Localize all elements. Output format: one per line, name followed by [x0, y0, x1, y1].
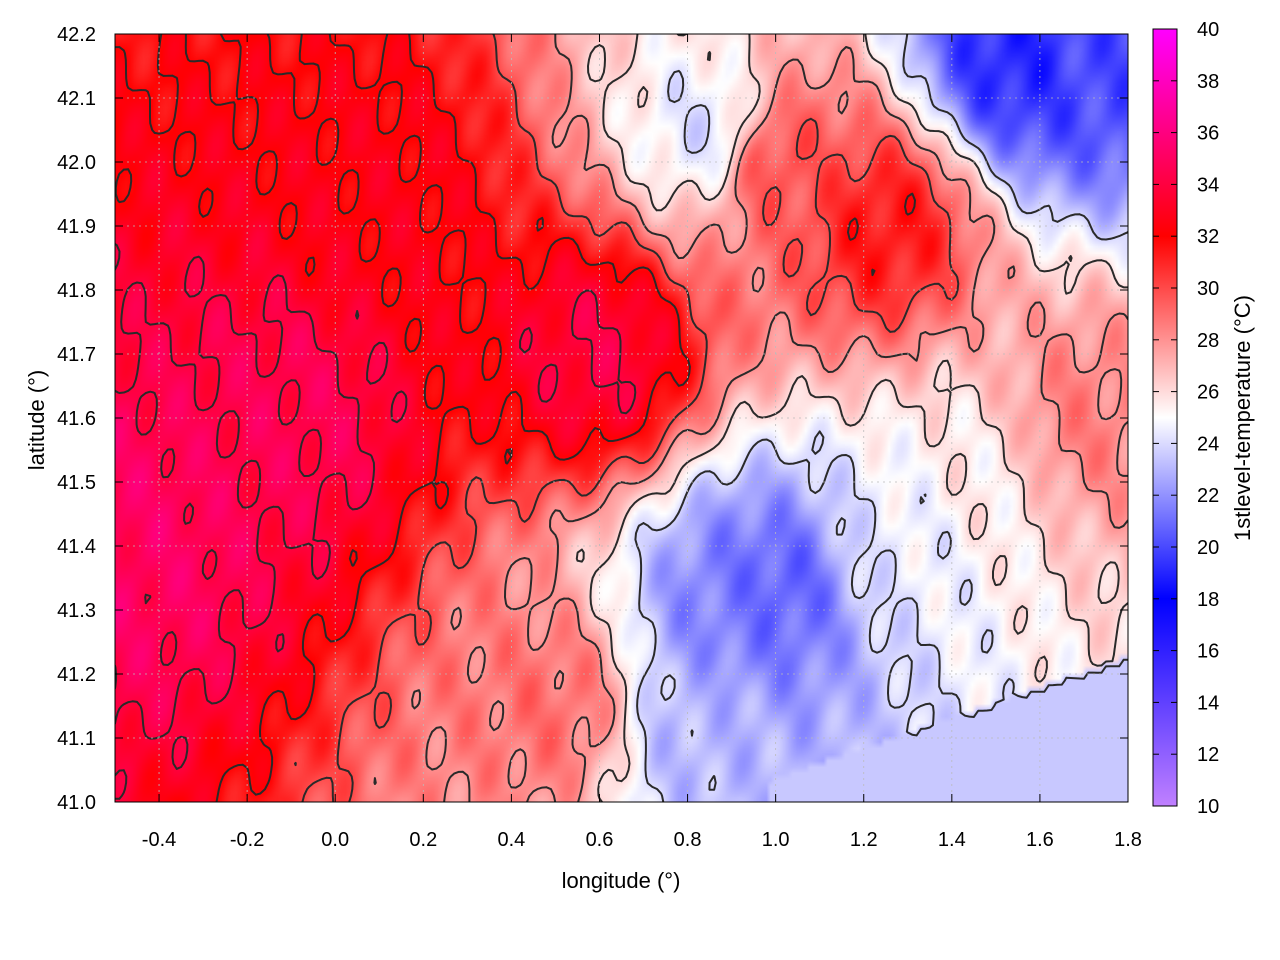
- contour-24: [634, 34, 1128, 802]
- colorbar-tick-label: 30: [1197, 278, 1219, 300]
- y-tick-label: 41.3: [57, 600, 96, 622]
- colorbar-tick-label: 28: [1197, 330, 1219, 352]
- y-tick-label: 41.9: [57, 216, 96, 238]
- colorbar-tick-label: 38: [1197, 71, 1219, 93]
- contour-28: [373, 34, 1128, 802]
- colorbar-tick-label: 26: [1197, 382, 1219, 404]
- y-tick-label: 42.2: [57, 24, 96, 46]
- y-tick-label: 41.2: [57, 664, 96, 686]
- colorbar-tick-label: 36: [1197, 123, 1219, 145]
- x-tick-label: 0.8: [674, 829, 702, 851]
- colorbar: 10 12 14 16 18 20 22 24 26 28 30 32 34 36 38 40 1stleve…: [1152, 19, 1255, 818]
- y-tick-label: 42.0: [57, 152, 96, 174]
- y-axis-label: latitude (°): [24, 370, 49, 471]
- x-tick-label: 1.4: [938, 829, 966, 851]
- y-tick-label: 41.0: [57, 792, 96, 814]
- x-axis: -0.4 -0.2 0.0 0.2 0.4 0.6 0.8 1.0 1.2 1.4 1.6 1.8: [142, 34, 1142, 851]
- colorbar-tick-label: 12: [1197, 744, 1219, 766]
- x-tick-label: 0.0: [321, 829, 349, 851]
- colorbar-tick-label: 34: [1197, 174, 1219, 196]
- x-tick-label: 1.0: [762, 829, 790, 851]
- colorbar-scale: [1152, 28, 1178, 807]
- grid-lines: [115, 34, 1128, 802]
- plot-area: [115, 34, 1128, 802]
- x-tick-label: -0.4: [142, 829, 176, 851]
- x-tick-label: -0.2: [230, 829, 264, 851]
- x-tick-label: 1.8: [1114, 829, 1142, 851]
- x-tick-label: 0.2: [409, 829, 437, 851]
- colorbar-tick-label: 32: [1197, 226, 1219, 248]
- y-tick-label: 42.1: [57, 88, 96, 110]
- x-tick-label: 0.4: [497, 829, 525, 851]
- x-axis-label: longitude (°): [562, 868, 681, 893]
- colorbar-label: 1stlevel-temperature (°C): [1230, 295, 1255, 541]
- y-tick-label: 41.5: [57, 472, 96, 494]
- colorbar-ticks: 10 12 14 16 18 20 22 24 26 28 30 32 34 36 38 40: [1153, 19, 1219, 818]
- contour-32: [115, 34, 916, 802]
- x-tick-label: 1.2: [850, 829, 878, 851]
- contour-34: [115, 242, 637, 800]
- y-tick-label: 41.6: [57, 408, 96, 430]
- y-tick-label: 41.7: [57, 344, 96, 366]
- colorbar-tick-label: 40: [1197, 19, 1219, 41]
- colorbar-tick-label: 18: [1197, 589, 1219, 611]
- y-tick-label: 41.8: [57, 280, 96, 302]
- contour-lines: [115, 34, 1128, 802]
- colorbar-tick-label: 10: [1197, 796, 1219, 818]
- contour-26: [575, 34, 1128, 802]
- y-tick-label: 41.1: [57, 728, 96, 750]
- colorbar-tick-label: 20: [1197, 537, 1219, 559]
- colorbar-tick-label: 16: [1197, 641, 1219, 663]
- colorbar-tick-label: 22: [1197, 485, 1219, 507]
- x-tick-label: 1.6: [1026, 829, 1054, 851]
- colorbar-tick-label: 14: [1197, 692, 1219, 714]
- y-axis: 41.0 41.1 41.2 41.3 41.4 41.5 41.6 41.7 41.8 41.9…: [57, 24, 1128, 814]
- x-tick-label: 0.6: [586, 829, 614, 851]
- colorbar-tick-label: 24: [1197, 433, 1219, 455]
- y-tick-label: 41.4: [57, 536, 96, 558]
